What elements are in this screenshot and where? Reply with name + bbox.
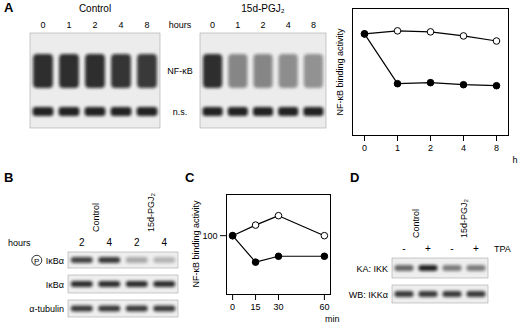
- svg-text:4: 4: [106, 237, 112, 248]
- svg-text:4: 4: [118, 20, 123, 30]
- svg-text:-: -: [402, 243, 405, 254]
- svg-text:2: 2: [79, 237, 85, 248]
- html-text:NF-κB binding activity: NF-κB binding activity: [335, 28, 345, 115]
- svg-text:4: 4: [461, 143, 466, 153]
- svg-text:8: 8: [494, 143, 499, 153]
- svg-text:hours: hours: [8, 238, 31, 248]
- svg-text:4: 4: [161, 237, 167, 248]
- svg-text:2: 2: [428, 143, 433, 153]
- svg-text:Control: Control: [411, 209, 421, 238]
- svg-text:8: 8: [144, 20, 149, 30]
- svg-text:hours: hours: [169, 20, 192, 30]
- svg-text:30: 30: [273, 302, 283, 312]
- svg-text:1: 1: [235, 20, 240, 30]
- svg-text:15d-PGJ₂: 15d-PGJ₂: [459, 198, 469, 238]
- svg-text:2: 2: [260, 20, 265, 30]
- svg-text:15d-PGJ₂: 15d-PGJ₂: [146, 192, 156, 232]
- svg-text:α-tubulin: α-tubulin: [29, 304, 64, 314]
- html-text:NF-κB binding activity: NF-κB binding activity: [191, 200, 201, 288]
- svg-text:15: 15: [251, 302, 261, 312]
- svg-text:D: D: [350, 170, 359, 185]
- svg-text:P: P: [34, 257, 39, 266]
- svg-text:1: 1: [66, 20, 71, 30]
- svg-text:100: 100: [202, 231, 217, 241]
- svg-text:-: -: [450, 243, 453, 254]
- svg-text:WB: IKKα: WB: IKKα: [349, 290, 388, 300]
- svg-text:B: B: [4, 170, 13, 185]
- svg-text:IκBα: IκBα: [46, 280, 64, 290]
- svg-text:1: 1: [395, 143, 400, 153]
- svg-text:0: 0: [40, 20, 45, 30]
- svg-text:A: A: [4, 0, 14, 15]
- svg-text:+: +: [425, 243, 431, 254]
- svg-text:IκBα: IκBα: [46, 256, 64, 266]
- svg-text:n.s.: n.s.: [173, 107, 188, 117]
- svg-text:4: 4: [286, 20, 291, 30]
- svg-text:min: min: [325, 314, 340, 324]
- svg-text:+: +: [473, 243, 479, 254]
- svg-text:Control: Control: [79, 3, 111, 14]
- svg-text:Control: Control: [91, 203, 101, 232]
- svg-text:h: h: [512, 155, 517, 165]
- svg-text:60: 60: [319, 302, 329, 312]
- svg-text:C: C: [185, 170, 195, 185]
- svg-text:0: 0: [210, 20, 215, 30]
- svg-text:NF-κB: NF-κB: [167, 66, 193, 76]
- svg-text:2: 2: [134, 237, 140, 248]
- svg-text:0: 0: [230, 302, 235, 312]
- svg-text:KA: IKK: KA: IKK: [356, 264, 388, 274]
- svg-text:0: 0: [362, 143, 367, 153]
- svg-text:2: 2: [92, 20, 97, 30]
- svg-text:15d-PGJ₂: 15d-PGJ₂: [241, 3, 284, 14]
- svg-text:8: 8: [311, 20, 316, 30]
- svg-text:TPA: TPA: [494, 244, 511, 254]
